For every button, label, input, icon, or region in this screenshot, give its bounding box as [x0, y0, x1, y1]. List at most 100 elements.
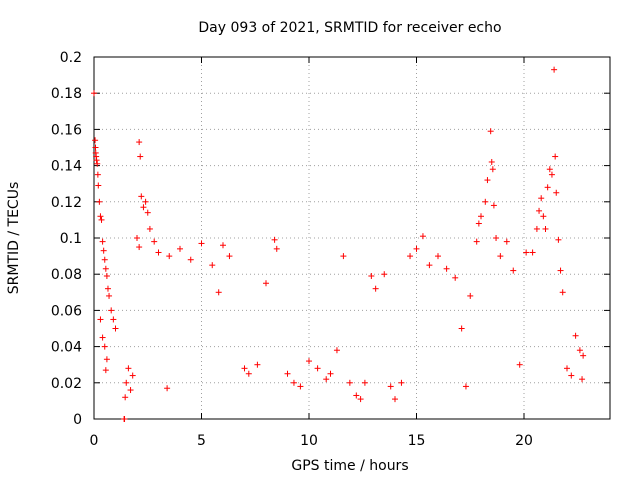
data-point [166, 253, 173, 260]
y-tick-label: 0.1 [60, 231, 82, 247]
data-point [129, 372, 136, 379]
data-point [92, 137, 99, 144]
data-point [112, 325, 119, 332]
data-point [151, 238, 158, 245]
data-point [198, 240, 205, 247]
data-point [245, 370, 252, 377]
data-point [99, 334, 106, 341]
data-point [333, 347, 340, 354]
data-point [101, 343, 108, 350]
data-point [91, 90, 97, 97]
data-point [462, 383, 469, 390]
data-point [482, 198, 489, 205]
data-point [138, 193, 145, 200]
data-point [353, 392, 360, 399]
data-point [523, 249, 530, 256]
data-point [529, 249, 536, 256]
x-axis-label: GPS time / hours [291, 458, 408, 474]
data-point [452, 274, 459, 281]
data-point [484, 177, 491, 184]
tick-labels: 0 0.02 0.04 0.06 0.08 0.1 0.12 0.14 0.16 0.18 0.2 0… [51, 50, 533, 449]
data-point [488, 158, 495, 165]
data-point [99, 238, 106, 245]
data-point [510, 267, 517, 274]
data-point [103, 356, 110, 363]
data-point [443, 265, 450, 272]
y-tick-label: 0.04 [51, 340, 82, 356]
data-point [164, 385, 171, 392]
data-point [177, 245, 183, 252]
data-point [103, 273, 110, 280]
data-point [458, 325, 465, 332]
data-point [568, 372, 575, 379]
data-point [489, 166, 496, 173]
data-point [398, 379, 405, 386]
data-point [297, 383, 304, 390]
y-tick-label: 0.02 [51, 376, 82, 392]
data-point [273, 245, 280, 252]
y-tick-label: 0.18 [51, 86, 82, 102]
data-point [381, 271, 388, 278]
data-point [137, 153, 144, 160]
data-point [226, 253, 233, 260]
data-point [413, 245, 420, 252]
data-point [559, 289, 566, 296]
data-point [97, 316, 104, 323]
axis-ticks [93, 56, 610, 420]
data-point [548, 171, 555, 178]
data-point [478, 213, 484, 220]
data-point [361, 379, 368, 386]
x-tick-label: 20 [515, 433, 533, 449]
y-tick-label: 0.08 [51, 267, 82, 283]
data-point [435, 253, 441, 260]
data-point [187, 256, 194, 263]
x-tick-label: 15 [408, 433, 426, 449]
data-point [372, 285, 379, 292]
data-point [552, 153, 559, 160]
data-point [95, 182, 102, 189]
data-point [142, 198, 149, 205]
data-point [533, 225, 540, 232]
data-point [467, 292, 474, 299]
data-point [125, 365, 132, 372]
chart-title: Day 093 of 2021, SRMTID for receiver ech… [198, 20, 501, 36]
data-point [102, 265, 109, 272]
data-point [100, 247, 107, 254]
data-point [155, 249, 162, 256]
data-point [357, 396, 364, 403]
y-tick-label: 0.14 [51, 159, 82, 175]
data-point [96, 198, 103, 205]
data-point [92, 144, 99, 151]
data-point [121, 416, 128, 422]
data-point [546, 166, 553, 173]
grid-lines [94, 57, 610, 419]
data-point [284, 370, 291, 377]
data-point [263, 280, 269, 287]
y-tick-label: 0 [73, 412, 82, 428]
data-point [368, 273, 375, 280]
data-point [209, 262, 216, 269]
y-tick-label: 0.16 [51, 122, 82, 138]
data-point [387, 383, 394, 390]
data-point [327, 370, 334, 377]
data-point [106, 292, 113, 299]
data-point [536, 207, 543, 214]
data-point [104, 285, 111, 292]
data-point [557, 267, 564, 274]
data-point [241, 365, 248, 372]
data-point [407, 253, 414, 260]
data-points [91, 66, 587, 422]
data-point [426, 262, 433, 269]
plot-area-frame [93, 56, 611, 420]
data-point [254, 361, 261, 368]
data-point [306, 358, 312, 365]
data-point [340, 253, 347, 260]
data-point [490, 202, 497, 209]
data-point [140, 204, 147, 211]
data-point [473, 238, 480, 245]
data-point [579, 376, 586, 383]
data-point [323, 376, 330, 383]
data-point [136, 244, 143, 251]
data-point [94, 160, 101, 167]
